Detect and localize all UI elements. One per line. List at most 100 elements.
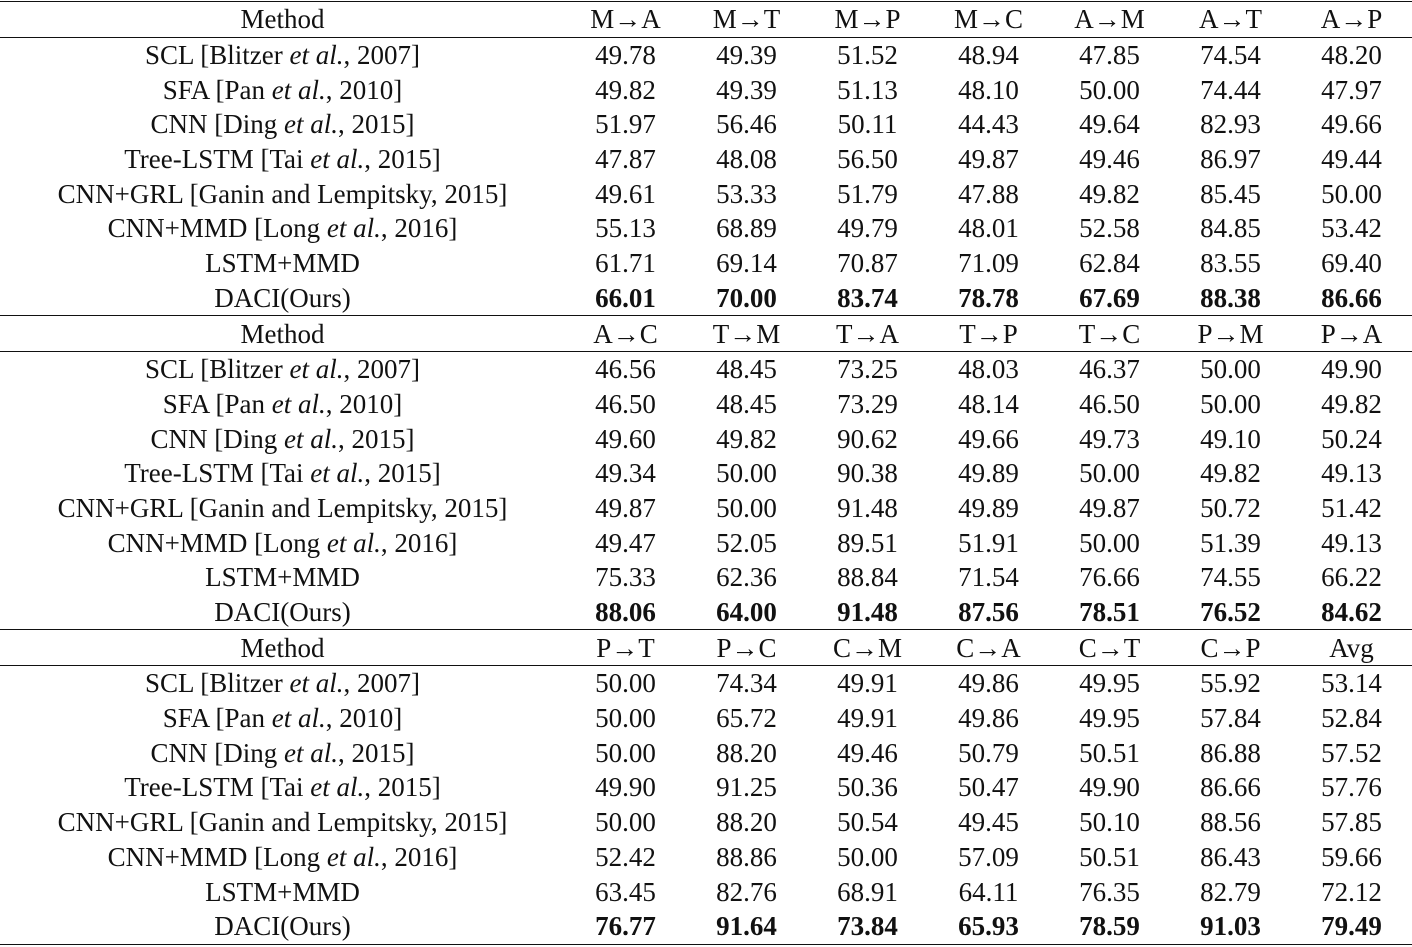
header-row: Method M→A M→T M→P M→C A→M A→T A→P: [0, 1, 1412, 38]
value-cell: 86.66: [1321, 282, 1382, 313]
value-cell: 48.14: [958, 388, 1019, 419]
method-text: et al.: [271, 74, 326, 105]
header-cell: P→T: [565, 629, 686, 667]
header-cell: Method: [0, 1, 565, 38]
value-cell: 66.22: [1321, 562, 1382, 593]
method-text: DACI(Ours): [214, 597, 351, 628]
value-cell: 74.54: [1200, 40, 1261, 71]
header-cell: M→C: [928, 1, 1049, 38]
method-text: CNN [Ding: [150, 109, 284, 140]
value-cell: 86.43: [1200, 841, 1261, 872]
value-cell: 49.91: [837, 668, 898, 699]
method-text: CNN+GRL [Ganin and Lempitsky, 2015]: [57, 178, 508, 209]
value-cell: 89.51: [837, 527, 898, 558]
value-cell: 74.34: [716, 668, 777, 699]
value-cell: 57.09: [958, 841, 1019, 872]
data-row: CNN+MMD [Long et al., 2016] 55.13 68.89 49.…: [0, 211, 1412, 246]
header-cell: T→P: [928, 315, 1049, 352]
method-text: Tree-LSTM [Tai: [124, 144, 311, 175]
header-cell: C→A: [928, 629, 1049, 667]
method-cell: SFA [Pan et al., 2010]: [0, 72, 565, 107]
method-text: SFA [Pan: [162, 703, 272, 734]
method-text: , 2015]: [364, 772, 441, 803]
value-cell: 49.82: [1079, 178, 1140, 209]
method-text: CNN+MMD [Long: [107, 213, 327, 244]
method-text: et al.: [271, 388, 326, 419]
method-text: et al.: [326, 841, 381, 872]
value-cell: 50.00: [1200, 354, 1261, 385]
value-cell: 50.00: [837, 841, 898, 872]
header-cell: T→C: [1049, 315, 1170, 352]
value-cell: 50.51: [1079, 737, 1140, 768]
value-cell: 51.13: [837, 74, 898, 105]
value-cell: 49.66: [1321, 109, 1382, 140]
value-cell: 70.87: [837, 248, 898, 279]
value-cell: 49.44: [1321, 144, 1382, 175]
method-text: SCL [Blitzer: [145, 668, 290, 699]
value-cell: 52.05: [716, 527, 777, 558]
value-cell: 67.69: [1079, 282, 1140, 313]
method-cell: LSTM+MMD: [0, 874, 565, 909]
method-text: et al.: [326, 213, 381, 244]
value-cell: 50.72: [1200, 492, 1261, 523]
data-row: CNN [Ding et al., 2015] 50.00 88.20 49.46 50…: [0, 735, 1412, 770]
data-row: SFA [Pan et al., 2010] 49.82 49.39 51.13 48.…: [0, 72, 1412, 107]
value-cell: 50.51: [1079, 841, 1140, 872]
value-cell: 50.00: [1079, 527, 1140, 558]
value-cell: 49.90: [1079, 772, 1140, 803]
value-cell: 47.97: [1321, 74, 1382, 105]
value-cell: 57.84: [1200, 703, 1261, 734]
data-row: CNN+MMD [Long et al., 2016] 52.42 88.86 50.…: [0, 840, 1412, 875]
value-cell: 50.10: [1079, 807, 1140, 838]
header-cell: C→T: [1049, 629, 1170, 667]
value-cell: 85.45: [1200, 178, 1261, 209]
value-cell: 91.03: [1170, 908, 1291, 945]
method-text: et al.: [289, 354, 344, 385]
data-row: Tree-LSTM [Tai et al., 2015] 47.87 48.08 56…: [0, 142, 1412, 177]
value-cell: 86.66: [1200, 772, 1261, 803]
value-cell: 50.00: [716, 492, 777, 523]
method-text: et al.: [284, 737, 338, 768]
value-cell: 66.01: [595, 282, 656, 313]
value-cell: 91.48: [837, 597, 898, 628]
method-text: CNN+GRL [Ganin and Lempitsky, 2015]: [57, 492, 508, 523]
header-cell: C→M: [807, 629, 928, 667]
value-cell: 46.37: [1079, 354, 1140, 385]
value-cell: 49.95: [1079, 668, 1140, 699]
header-cell: T→A: [807, 315, 928, 352]
value-cell: 84.85: [1200, 213, 1261, 244]
value-cell: 56.46: [716, 109, 777, 140]
value-cell: 83.55: [1200, 248, 1261, 279]
value-cell: 50.00: [595, 703, 656, 734]
method-cell: CNN+MMD [Long et al., 2016]: [0, 525, 565, 560]
value-cell: 49.87: [958, 144, 1019, 175]
method-text: Tree-LSTM [Tai: [124, 772, 311, 803]
method-text: , 2015]: [338, 423, 415, 454]
value-cell: 70.00: [716, 282, 777, 313]
value-cell: 55.13: [595, 213, 656, 244]
value-cell: 49.90: [1321, 354, 1382, 385]
method-text: et al.: [289, 40, 344, 71]
method-cell: SCL [Blitzer et al., 2007]: [0, 351, 565, 386]
value-cell: 49.86: [958, 703, 1019, 734]
method-text: et al.: [310, 458, 365, 489]
value-cell: 49.13: [1321, 527, 1382, 558]
value-cell: 48.03: [958, 354, 1019, 385]
data-row: CNN+GRL [Ganin and Lempitsky, 2015] 50.00…: [0, 805, 1412, 840]
value-cell: 50.79: [958, 737, 1019, 768]
value-cell: 84.62: [1321, 597, 1382, 628]
data-row: Tree-LSTM [Tai et al., 2015] 49.90 91.25 50…: [0, 770, 1412, 805]
value-cell: 49.86: [958, 668, 1019, 699]
method-cell: SCL [Blitzer et al., 2007]: [0, 37, 565, 72]
value-cell: 48.10: [958, 74, 1019, 105]
header-cell: P→C: [686, 629, 807, 667]
value-cell: 73.84: [807, 908, 928, 945]
value-cell: 49.82: [1321, 388, 1382, 419]
value-cell: 90.38: [837, 458, 898, 489]
value-cell: 65.93: [928, 908, 1049, 945]
data-row: SCL [Blitzer et al., 2007] 50.00 74.34 49.9…: [0, 666, 1412, 701]
value-cell: 69.40: [1321, 248, 1382, 279]
value-cell: 51.39: [1200, 527, 1261, 558]
